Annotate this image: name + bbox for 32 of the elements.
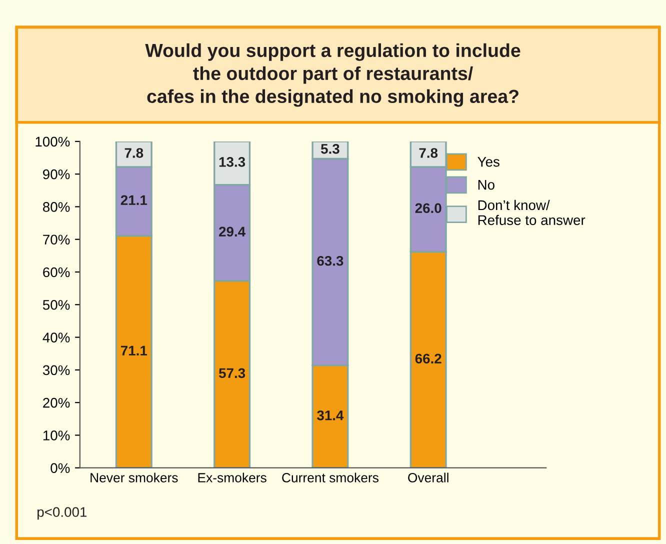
text: p<0.001 [38, 507, 87, 520]
data-label: 7.8 [124, 148, 144, 158]
data-label: 21.1 [120, 195, 148, 205]
y-tick-label: 70% [43, 234, 70, 245]
data-label: 13.3 [219, 157, 246, 167]
y-tick-label: 20% [43, 398, 70, 408]
legend-label: No [478, 180, 494, 190]
data-label: 57.3 [218, 368, 246, 378]
data-label: 26.0 [415, 203, 442, 214]
data-label: 5.3 [320, 144, 340, 154]
y-tick-label: 100% [36, 136, 70, 147]
y-tick-label: 30% [42, 365, 70, 376]
data-label: 66.2 [415, 354, 442, 364]
legend-label: Don’t know/ Refuse to answer [478, 200, 586, 226]
data-label: 31.4 [317, 410, 344, 420]
data-label: 71.1 [120, 346, 148, 356]
chart-title: Would you support a regulation to include the outdoor part of restaurants/ cafes in the designated no smoking area? [145, 43, 520, 107]
x-tick-label: Ex-smokers [198, 472, 266, 482]
x-tick-label: Current smokers [282, 472, 378, 482]
x-tick-label: Never smokers [90, 472, 178, 482]
data-label: 29.4 [219, 226, 246, 237]
x-tick-label: Overall [408, 472, 448, 482]
data-label: 7.8 [419, 148, 438, 158]
legend-label: Yes [478, 157, 500, 167]
data-label: 63.3 [317, 256, 344, 266]
y-tick-label: 80% [43, 202, 70, 212]
y-tick-label: 10% [43, 430, 70, 440]
y-tick-label: 60% [43, 267, 70, 278]
y-tick-label: 0% [50, 463, 70, 474]
y-tick-label: 40% [42, 332, 70, 342]
y-tick-label: 50% [42, 300, 70, 310]
y-tick-label: 90% [43, 169, 70, 180]
